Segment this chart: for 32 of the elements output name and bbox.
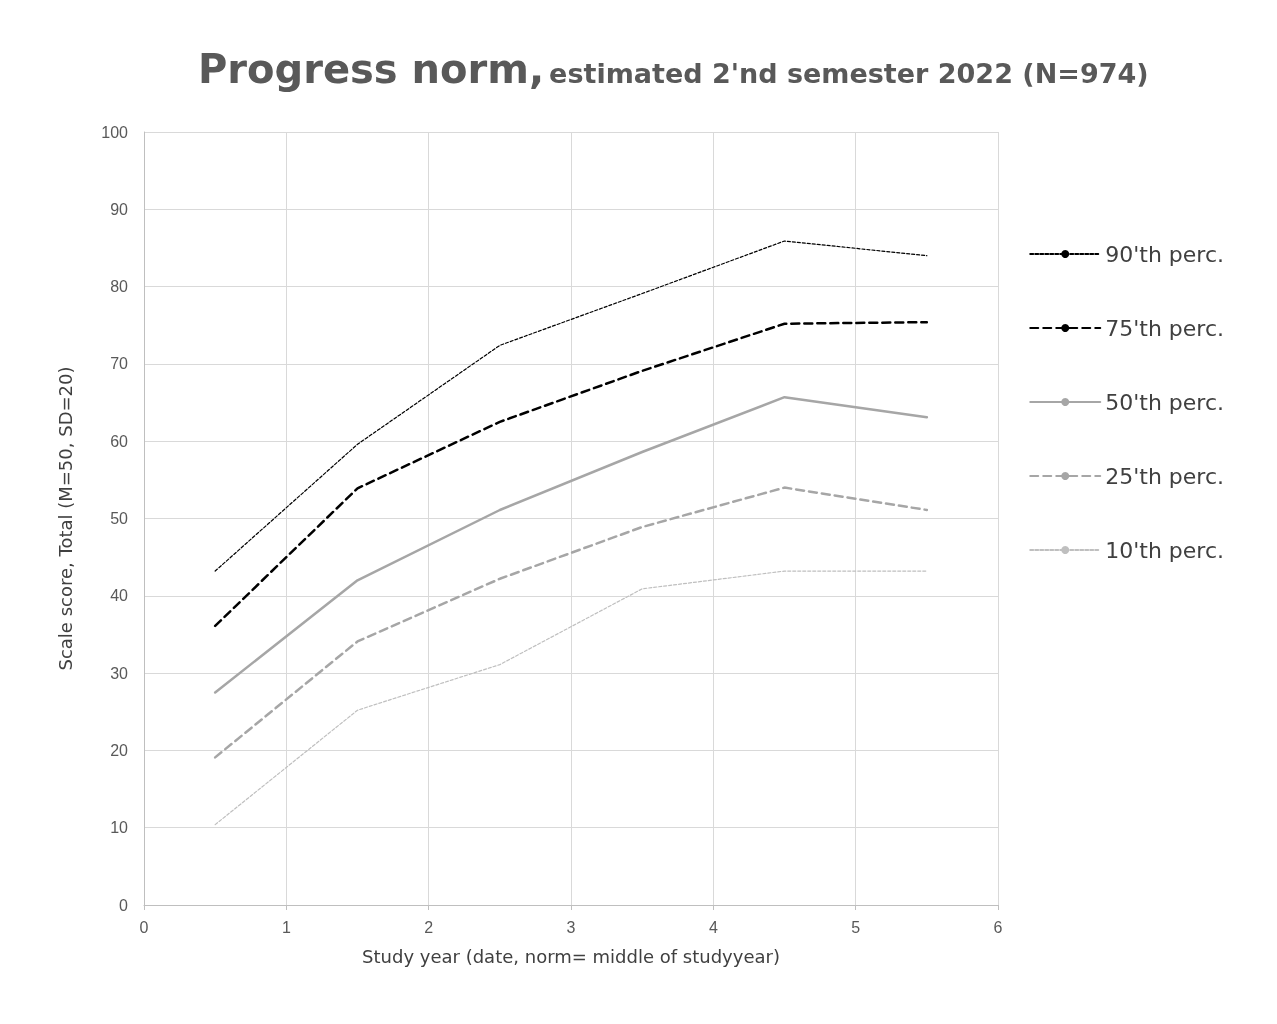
line-series xyxy=(214,570,928,826)
x-tick-label: 5 xyxy=(851,918,861,936)
chart-title: Progress norm, xyxy=(198,46,545,92)
x-axis-title: Study year (date, norm= middle of studyyear) xyxy=(362,945,780,967)
line-series xyxy=(214,240,928,572)
x-tick-label: 6 xyxy=(993,918,1003,936)
y-tick-label: 60 xyxy=(110,432,129,450)
chart-subtitle: estimated 2'nd semester 2022 (N=974) xyxy=(549,58,1149,89)
y-tick-label: 80 xyxy=(110,278,129,296)
line-series xyxy=(213,320,929,628)
legend-label: 25'th perc. xyxy=(1105,463,1225,489)
y-tick-label: 0 xyxy=(119,896,129,914)
y-tick-label: 70 xyxy=(110,355,129,373)
x-tick-label: 0 xyxy=(139,918,149,936)
y-tick-label: 100 xyxy=(101,123,129,141)
y-tick-label: 30 xyxy=(110,664,129,682)
y-tick-label: 20 xyxy=(110,741,129,759)
x-tick-label: 2 xyxy=(424,918,434,936)
legend-label: 50'th perc. xyxy=(1105,389,1225,415)
x-tick-label: 4 xyxy=(708,918,718,936)
y-tick-label: 40 xyxy=(110,587,129,605)
x-tick-label: 1 xyxy=(281,918,291,936)
line-series xyxy=(213,486,929,759)
legend-label: 75'th perc. xyxy=(1105,315,1225,341)
y-tick-label: 50 xyxy=(110,510,129,527)
y-tick-label: 10 xyxy=(110,819,129,837)
y-axis-title: Scale score, Total (M=50, SD=20) xyxy=(54,366,76,671)
legend-label: 10'th perc. xyxy=(1105,537,1225,563)
legend-label: 90'th perc. xyxy=(1105,241,1225,267)
y-tick-label: 90 xyxy=(110,200,129,218)
line-series xyxy=(213,395,929,694)
x-tick-label: 3 xyxy=(566,918,576,936)
